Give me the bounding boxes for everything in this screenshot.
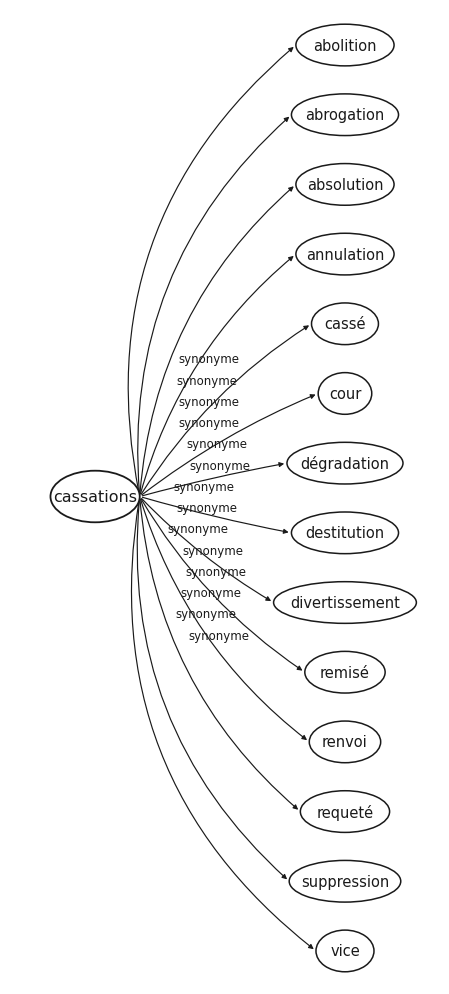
Ellipse shape bbox=[312, 303, 379, 345]
Text: synonyme: synonyme bbox=[189, 629, 250, 642]
FancyArrowPatch shape bbox=[141, 499, 301, 670]
FancyArrowPatch shape bbox=[128, 49, 293, 494]
Text: synonyme: synonyme bbox=[178, 396, 239, 409]
Text: suppression: suppression bbox=[301, 874, 389, 889]
Ellipse shape bbox=[316, 930, 374, 972]
FancyArrowPatch shape bbox=[140, 500, 297, 809]
FancyArrowPatch shape bbox=[132, 500, 313, 948]
FancyArrowPatch shape bbox=[141, 499, 270, 600]
FancyArrowPatch shape bbox=[142, 498, 287, 534]
Ellipse shape bbox=[291, 513, 399, 554]
FancyArrowPatch shape bbox=[141, 327, 308, 495]
Text: divertissement: divertissement bbox=[290, 595, 400, 610]
Text: synonyme: synonyme bbox=[186, 438, 247, 451]
Text: dégradation: dégradation bbox=[300, 455, 389, 472]
Text: synonyme: synonyme bbox=[175, 607, 236, 620]
Text: requeté: requeté bbox=[317, 804, 374, 820]
Text: synonyme: synonyme bbox=[178, 416, 239, 429]
Ellipse shape bbox=[305, 652, 385, 694]
Text: synonyme: synonyme bbox=[189, 459, 251, 472]
Text: abolition: abolition bbox=[313, 39, 377, 54]
Ellipse shape bbox=[318, 374, 372, 414]
FancyArrowPatch shape bbox=[140, 188, 293, 494]
Ellipse shape bbox=[296, 164, 394, 206]
Text: synonyme: synonyme bbox=[174, 480, 235, 493]
Text: absolution: absolution bbox=[307, 178, 383, 193]
Ellipse shape bbox=[291, 94, 399, 136]
Ellipse shape bbox=[273, 582, 416, 623]
FancyArrowPatch shape bbox=[138, 118, 288, 494]
Ellipse shape bbox=[296, 234, 394, 275]
Text: destitution: destitution bbox=[305, 526, 384, 541]
Text: renvoi: renvoi bbox=[322, 735, 368, 749]
Text: synonyme: synonyme bbox=[176, 374, 237, 388]
Text: annulation: annulation bbox=[306, 248, 384, 262]
Text: synonyme: synonyme bbox=[176, 502, 237, 515]
Text: abrogation: abrogation bbox=[305, 108, 385, 123]
Ellipse shape bbox=[289, 861, 401, 903]
Ellipse shape bbox=[300, 791, 390, 833]
Ellipse shape bbox=[309, 722, 381, 763]
FancyArrowPatch shape bbox=[142, 396, 314, 495]
Text: synonyme: synonyme bbox=[180, 586, 242, 599]
Text: remisé: remisé bbox=[320, 665, 370, 680]
Ellipse shape bbox=[50, 471, 140, 523]
Text: cassations: cassations bbox=[53, 489, 137, 505]
Ellipse shape bbox=[287, 443, 403, 484]
FancyArrowPatch shape bbox=[141, 500, 306, 740]
Text: synonyme: synonyme bbox=[167, 523, 228, 536]
Text: synonyme: synonyme bbox=[178, 353, 239, 366]
FancyArrowPatch shape bbox=[142, 463, 283, 496]
Text: synonyme: synonyme bbox=[185, 566, 246, 579]
Ellipse shape bbox=[296, 25, 394, 67]
FancyArrowPatch shape bbox=[141, 257, 293, 494]
Text: cour: cour bbox=[329, 387, 361, 402]
Text: vice: vice bbox=[330, 943, 360, 958]
FancyArrowPatch shape bbox=[137, 500, 286, 879]
Text: synonyme: synonyme bbox=[183, 544, 244, 557]
Text: cassé: cassé bbox=[324, 317, 366, 332]
